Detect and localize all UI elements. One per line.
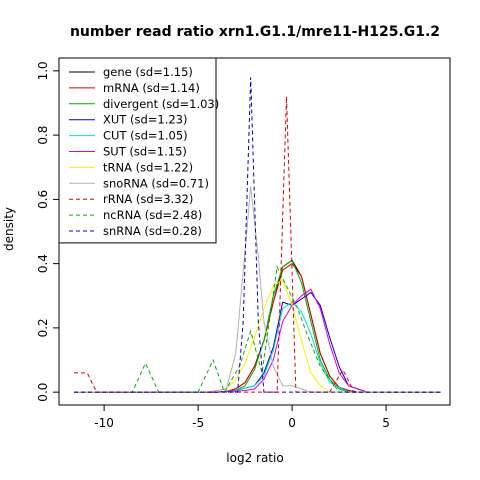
y-axis-label: density xyxy=(2,207,16,251)
y-tick-label: 0.0 xyxy=(36,383,50,402)
legend-label: divergent (sd=1.03) xyxy=(103,97,219,111)
y-tick-label: 0.6 xyxy=(36,190,50,209)
legend-label: snRNA (sd=0.28) xyxy=(103,224,202,238)
y-tick-label: 0.2 xyxy=(36,318,50,337)
x-axis-label: log2 ratio xyxy=(226,451,283,465)
x-tick-label: -10 xyxy=(94,416,114,430)
series-line-6 xyxy=(74,278,441,393)
x-tick-label: -5 xyxy=(192,416,204,430)
series-lines xyxy=(74,77,441,394)
x-tick-label: 5 xyxy=(382,416,390,430)
legend-label: gene (sd=1.15) xyxy=(103,65,193,79)
legend: gene (sd=1.15) mRNA (sd=1.14) divergent (s… xyxy=(58,57,219,244)
series-line-5 xyxy=(74,288,441,393)
series-line-7 xyxy=(74,186,441,393)
y-tick-label: 0.8 xyxy=(36,126,50,145)
legend-label: ncRNA (sd=2.48) xyxy=(103,208,202,222)
legend-label: CUT (sd=1.05) xyxy=(103,129,188,143)
y-tick-label: 1.0 xyxy=(36,61,50,80)
y-axis: 0.0 0.2 0.4 0.6 0.8 1.0 xyxy=(36,61,60,402)
legend-label: mRNA (sd=1.14) xyxy=(103,81,200,95)
legend-label: snoRNA (sd=0.71) xyxy=(103,176,209,190)
series-line-9 xyxy=(74,265,441,394)
x-axis: -10 -5 0 5 xyxy=(94,404,390,430)
legend-label: rRNA (sd=3.32) xyxy=(103,192,193,206)
legend-box xyxy=(58,57,217,244)
series-line-4 xyxy=(74,301,441,393)
chart-title: number read ratio xrn1.G1.1/mre11-H125.G… xyxy=(70,24,440,40)
y-tick-label: 0.4 xyxy=(36,254,50,273)
legend-label: XUT (sd=1.23) xyxy=(103,113,187,127)
legend-label: SUT (sd=1.15) xyxy=(103,145,187,159)
x-tick-label: 0 xyxy=(288,416,296,430)
series-line-10 xyxy=(74,77,441,393)
series-line-3 xyxy=(74,291,441,393)
legend-label: tRNA (sd=1.22) xyxy=(103,160,193,174)
